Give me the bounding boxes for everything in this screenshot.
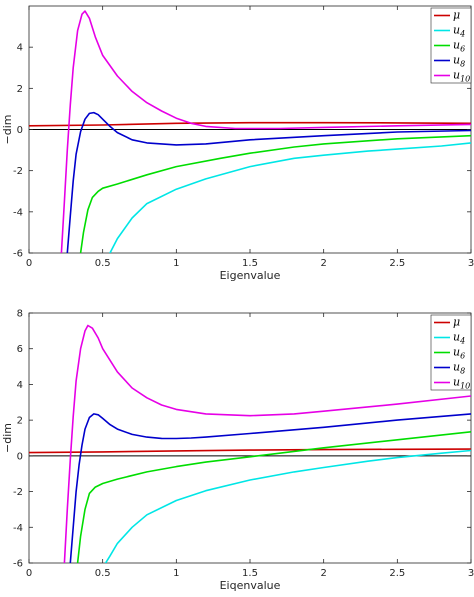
x-tick-label: 0.5 bbox=[95, 258, 111, 269]
x-tick-label: 2 bbox=[320, 568, 326, 579]
y-axis-label: −dim bbox=[1, 115, 14, 145]
y-tick-label: 4 bbox=[17, 380, 23, 391]
x-tick-label: 0.5 bbox=[95, 568, 111, 579]
legend-label: u6 bbox=[453, 39, 465, 54]
series-line-4 bbox=[63, 324, 471, 563]
y-tick-label: -4 bbox=[13, 523, 23, 534]
legend-label: μ bbox=[453, 316, 460, 329]
y-tick-label: 2 bbox=[17, 416, 23, 427]
y-tick-label: -6 bbox=[13, 559, 23, 570]
x-tick-label: 2.5 bbox=[389, 258, 405, 269]
x-tick-label: 2 bbox=[320, 258, 326, 269]
series-group bbox=[29, 10, 471, 253]
legend-label: μ bbox=[453, 9, 460, 22]
y-tick-label: -2 bbox=[13, 166, 23, 177]
x-tick-label: 1.5 bbox=[242, 568, 258, 579]
y-tick-label: 8 bbox=[17, 309, 23, 320]
legend-label: u8 bbox=[453, 361, 465, 376]
series-line-4 bbox=[60, 10, 471, 253]
y-tick-label: -4 bbox=[13, 207, 23, 218]
legend-label: u6 bbox=[453, 346, 465, 361]
chart-top: 0 0.5 1 1.5 2 2.5 3-6-4-2024Eigenvalue−dimμu4u… bbox=[1, 5, 474, 282]
series-line-1 bbox=[104, 449, 471, 563]
series-group bbox=[29, 324, 471, 563]
series-line-2 bbox=[76, 431, 471, 563]
series-line-2 bbox=[79, 134, 471, 253]
x-tick-label: 1 bbox=[173, 258, 179, 269]
legend-label: u8 bbox=[453, 54, 465, 69]
x-tick-label: 3 bbox=[468, 568, 474, 579]
x-axis-label: Eiqenvalue bbox=[220, 579, 281, 592]
x-tick-label: 1 bbox=[173, 568, 179, 579]
y-tick-label: 2 bbox=[17, 84, 23, 95]
y-tick-label: -2 bbox=[13, 487, 23, 498]
x-tick-label: 1.5 bbox=[242, 258, 258, 269]
series-line-0 bbox=[29, 121, 471, 127]
y-tick-label: 6 bbox=[17, 344, 23, 355]
legend-label: u10 bbox=[453, 69, 470, 84]
legend-label: u10 bbox=[453, 376, 470, 391]
series-line-0 bbox=[29, 448, 471, 454]
series-line-3 bbox=[69, 413, 471, 563]
legend-label: u4 bbox=[453, 24, 465, 39]
plot-area bbox=[28, 312, 472, 564]
legend-label: u4 bbox=[453, 331, 465, 346]
y-tick-label: 0 bbox=[17, 125, 23, 136]
y-tick-label: 0 bbox=[17, 451, 23, 462]
x-tick-label: 3 bbox=[468, 258, 474, 269]
chart-bottom: 0 0.5 1 1.5 2 2.5 3-6-4-202468Eiqenvalue−dimμu… bbox=[1, 309, 474, 593]
y-tick-label: -6 bbox=[13, 249, 23, 260]
x-tick-label: 2.5 bbox=[389, 568, 405, 579]
x-tick-label: 0 bbox=[26, 568, 32, 579]
series-line-3 bbox=[66, 111, 471, 253]
y-tick-label: 4 bbox=[17, 43, 23, 54]
x-tick-label: 0 bbox=[26, 258, 32, 269]
y-axis-label: −dim bbox=[1, 423, 14, 453]
series-line-1 bbox=[109, 142, 471, 253]
x-axis-label: Eigenvalue bbox=[220, 269, 281, 282]
